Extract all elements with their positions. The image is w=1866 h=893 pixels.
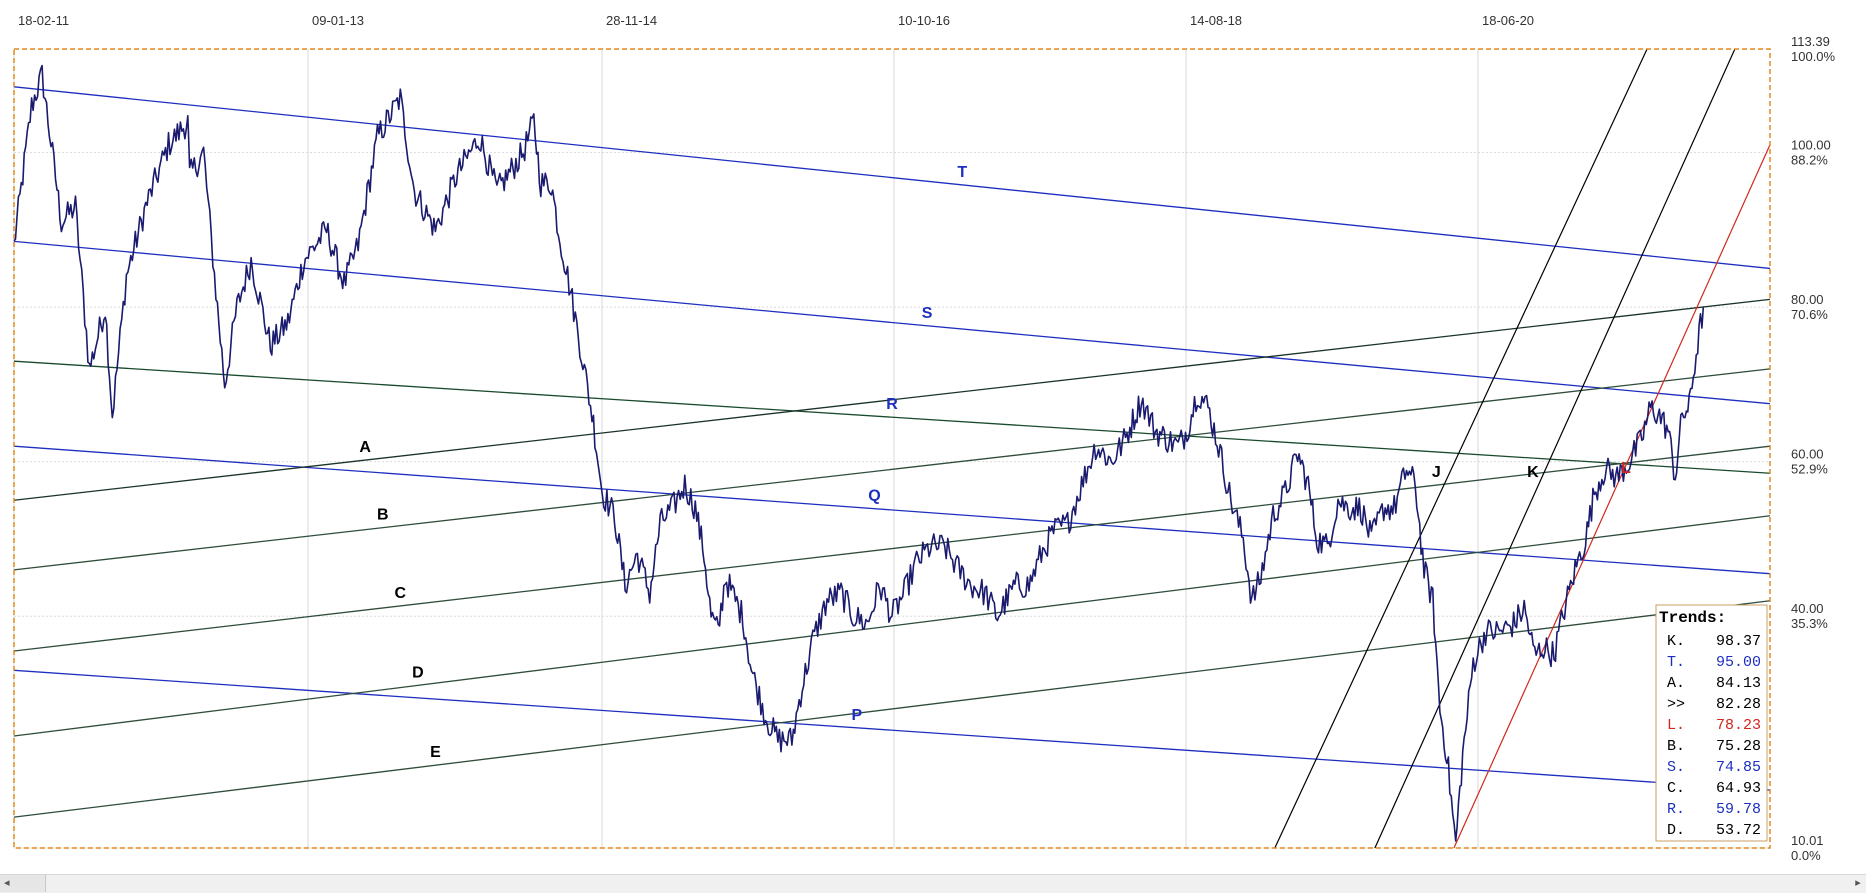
trends-row-value: 64.93 [1716,780,1761,797]
scroll-left-button[interactable]: ◂ [0,875,46,892]
trendline-p [13,669,1771,791]
y-tick-percent-label: 70.6% [1791,307,1828,322]
y-tick-price-label: 40.00 [1791,601,1824,616]
chevron-right-icon: ▸ [1855,877,1861,889]
trendline-r [13,360,1771,474]
trends-row-value: 75.28 [1716,738,1761,755]
trendline-label-t: T [957,164,967,181]
trends-row-value: 74.85 [1716,759,1761,776]
trendline-s [13,240,1771,405]
y-tick-price-label: 80.00 [1791,292,1824,307]
trendline-label-d: D [412,664,424,681]
x-tick-label: 10-10-16 [898,13,950,28]
trends-box-frame [1655,604,1768,842]
trends-row-key: B. [1667,738,1685,755]
trendline-d [13,515,1771,737]
trendline-c [13,445,1771,652]
trends-row-key: >> [1667,696,1685,713]
y-tick-price-label: 60.00 [1791,447,1824,462]
chevron-left-icon: ◂ [4,877,10,889]
trends-box-title: Trends: [1659,609,1726,627]
y-tick-price-label: 10.01 [1791,833,1824,848]
steep-trendlines [1274,48,1771,849]
steep-line-label-k: K [1527,464,1539,481]
trendline-label-e: E [430,744,441,761]
scroll-right-button[interactable]: ▸ [1850,875,1866,892]
trends-row-value: 59.78 [1716,801,1761,818]
trendline-label-p: P [852,707,863,724]
steep-line-label-j: J [1432,464,1441,481]
y-tick-percent-label: 0.0% [1791,848,1821,863]
trendline-t [13,86,1771,270]
trends-legend: Trends: K. 98.37 T. 95.00 A. 84.13 >> 82.28 L. 78.… [1655,604,1768,842]
steep-line-j [1274,48,1648,849]
trends-row-key: D. [1667,822,1685,839]
trendline-e [13,600,1771,818]
trendline-label-s: S [922,305,933,322]
trends-row-key: R. [1667,801,1685,818]
plot-border [13,48,1771,849]
trends-row-key: A. [1667,675,1685,692]
steep-line-label-l: L [1621,460,1631,477]
horizontal-scrollbar[interactable]: ◂ ▸ [0,874,1866,893]
x-tick-label: 28-11-14 [606,13,657,28]
x-tick-label: 09-01-13 [312,13,364,28]
trends-row-value: 78.23 [1716,717,1761,734]
x-tick-label: 18-06-20 [1482,13,1534,28]
trends-row-value: 53.72 [1716,822,1761,839]
trendline-label-a: A [359,439,371,456]
price-series [13,64,1705,842]
x-tick-label: 18-02-11 [18,13,69,28]
trendline-b [13,368,1771,571]
trends-row-value: 98.37 [1716,633,1761,650]
y-tick-percent-label: 52.9% [1791,462,1828,477]
trendline-labels: T S R Q P A B C D E J K L [359,164,1631,761]
price-line [13,64,1705,842]
trendline-label-r: R [886,396,898,413]
trendline-label-q: Q [868,488,880,505]
trendline-label-b: B [377,507,389,524]
y-tick-price-label: 113.39 [1791,34,1830,49]
y-tick-percent-label: 88.2% [1791,152,1828,167]
trends-row-key: C. [1667,780,1685,797]
trends-row-key: K. [1667,633,1685,650]
trends-row-key: T. [1667,654,1685,671]
trends-row-value: 95.00 [1716,654,1761,671]
trendline-label-c: C [395,585,407,602]
trends-row-value: 84.13 [1716,675,1761,692]
y-tick-percent-label: 100.0% [1791,49,1836,64]
x-axis-labels: 18-02-11 09-01-13 28-11-14 10-10-16 14-08-18… [18,13,1534,28]
price-chart: 18-02-11 09-01-13 28-11-14 10-10-16 14-08-18… [13,13,1836,863]
gridlines [13,48,1770,849]
y-tick-percent-label: 35.3% [1791,616,1828,631]
x-tick-label: 14-08-18 [1190,13,1242,28]
trendlines [13,86,1771,818]
steep-line-l [1453,144,1771,849]
trends-row-key: S. [1667,759,1685,776]
trends-row-value: 82.28 [1716,696,1761,713]
y-tick-price-label: 100.00 [1791,137,1831,152]
trends-row-key: L. [1667,717,1685,734]
trendline-a [13,298,1771,501]
steep-line-k [1374,48,1736,849]
